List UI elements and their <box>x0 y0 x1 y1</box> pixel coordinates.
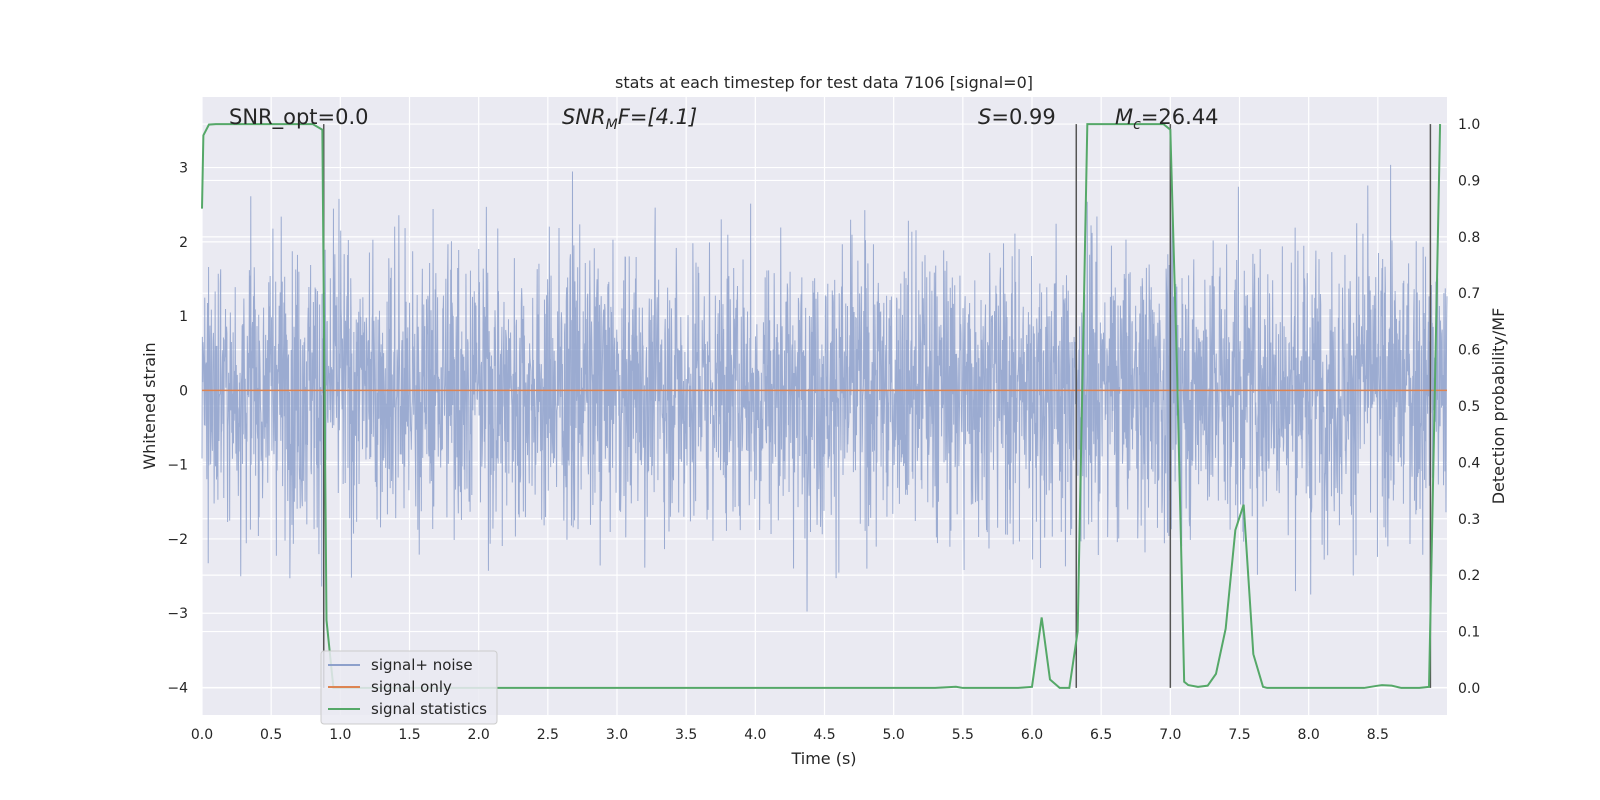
y-axis-label: Whitened strain <box>140 342 159 469</box>
x-axis-label: Time (s) <box>790 749 856 768</box>
noise-line <box>201 164 1448 612</box>
y2-tick-label: 1.0 <box>1458 117 1480 133</box>
x-tick-label: 5.0 <box>883 727 905 743</box>
y-tick-label: 0 <box>179 383 188 399</box>
legend-box <box>320 650 498 725</box>
x-tick-label: 0.0 <box>191 727 213 743</box>
x-tick-label: 3.0 <box>606 727 628 743</box>
x-tick-label: 8.5 <box>1367 727 1389 743</box>
x-tick-label: 7.5 <box>1228 727 1250 743</box>
x-tick-label: 2.0 <box>468 727 490 743</box>
y-tick-label: 3 <box>179 161 188 177</box>
x-tick-label: 8.0 <box>1298 727 1320 743</box>
y2-tick-labels: 1.0 0.9 0.8 0.7 0.6 0.5 0.4 0.3 0.2 0.1 0.0 <box>1458 117 1480 697</box>
stats-line <box>201 123 1442 689</box>
legend-label-signal: signal only <box>371 678 452 696</box>
annotation-s: S=0.99 <box>978 105 1056 129</box>
y2-tick-label: 0.2 <box>1458 568 1480 584</box>
y-tick-label: 1 <box>179 309 188 325</box>
x-tick-label: 6.5 <box>1090 727 1112 743</box>
x-tick-label: 4.5 <box>813 727 835 743</box>
y-tick-label: −2 <box>167 532 188 548</box>
legend: signal+ noise signal only signal statist… <box>320 650 498 725</box>
annotation-snr-opt: SNR_opt=0.0 <box>229 105 369 130</box>
annotation-snr-mf: SNRMF=[4.1] <box>562 105 697 133</box>
y-tick-label: −1 <box>167 458 188 474</box>
y2-tick-label: 0.3 <box>1458 512 1480 528</box>
x-tick-label: 1.5 <box>398 727 420 743</box>
chart-title: stats at each timestep for test data 710… <box>615 73 1033 92</box>
legend-label-stats: signal statistics <box>371 700 487 718</box>
x-tick-label: 1.0 <box>329 727 351 743</box>
x-tick-label: 3.5 <box>675 727 697 743</box>
x-tick-label: 2.5 <box>537 727 559 743</box>
x-tick-label: 6.0 <box>1021 727 1043 743</box>
y-tick-label: 2 <box>179 235 188 251</box>
y2-tick-label: 0.6 <box>1458 343 1480 359</box>
annotation-mc: Mc=26.44 <box>1115 105 1219 133</box>
legend-label-noise: signal+ noise <box>371 656 473 674</box>
x-tick-label: 4.0 <box>744 727 766 743</box>
y2-axis-label: Detection probability/MF <box>1489 308 1508 505</box>
series-signal-statistics <box>201 123 1442 689</box>
x-tick-labels: 0.0 0.5 1.0 1.5 2.0 2.5 3.0 3.5 4.0 4.5 5.0 5.5 6.0 6… <box>191 727 1389 743</box>
x-tick-label: 7.0 <box>1159 727 1181 743</box>
y2-tick-label: 0.0 <box>1458 681 1480 697</box>
x-tick-label: 5.5 <box>952 727 974 743</box>
series-signal-noise <box>201 164 1448 612</box>
y2-tick-label: 0.5 <box>1458 399 1480 415</box>
y2-tick-label: 0.1 <box>1458 625 1480 641</box>
y-tick-label: −4 <box>167 681 188 697</box>
y-tick-labels: 3 2 1 0 −1 −2 −3 −4 <box>167 161 188 697</box>
y2-tick-label: 0.9 <box>1458 173 1480 189</box>
y2-tick-label: 0.8 <box>1458 230 1480 246</box>
y-tick-label: −3 <box>167 606 188 622</box>
y2-tick-label: 0.7 <box>1458 286 1480 302</box>
y2-tick-label: 0.4 <box>1458 455 1480 471</box>
x-tick-label: 0.5 <box>260 727 282 743</box>
